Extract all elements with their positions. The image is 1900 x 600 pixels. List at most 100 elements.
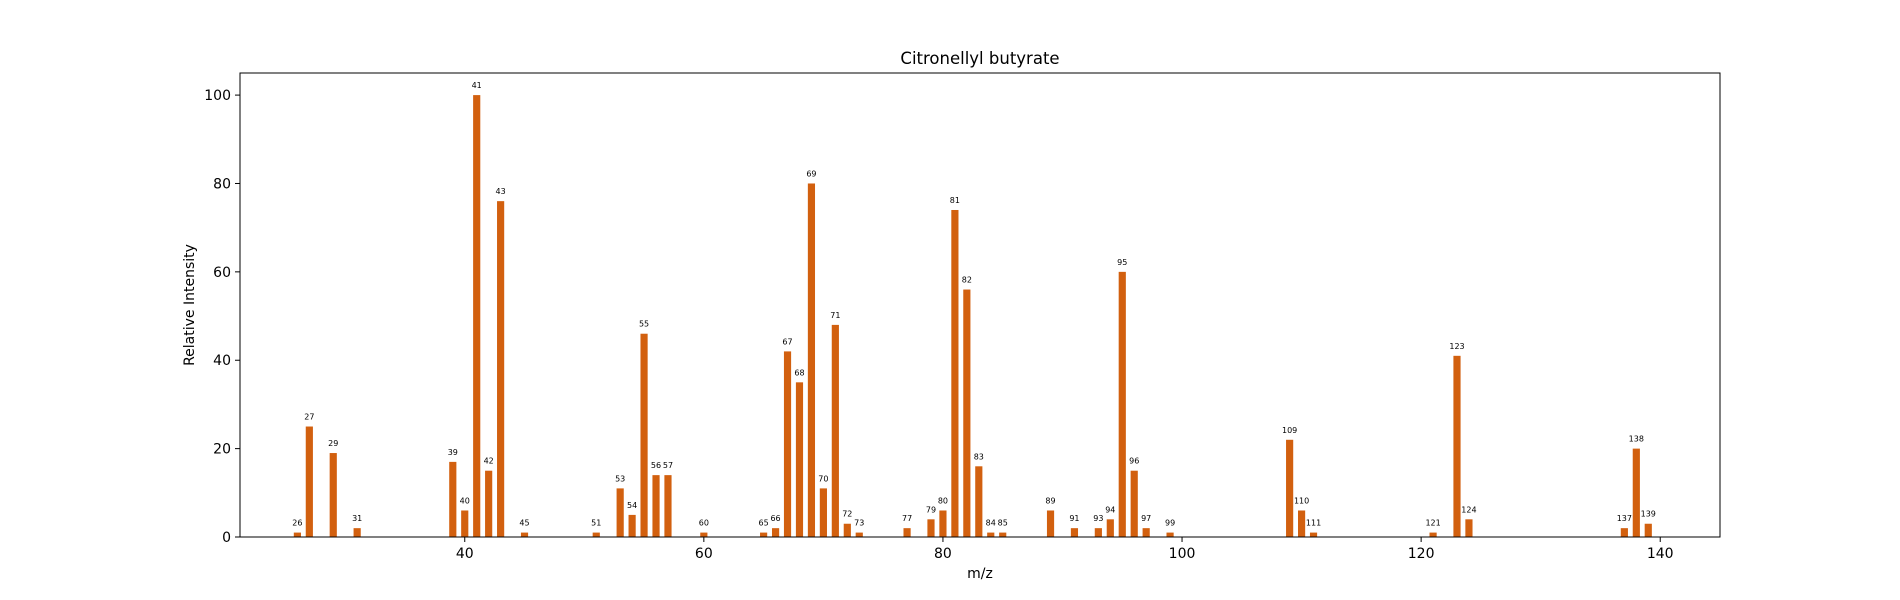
bar-mz-97 [1142, 528, 1150, 537]
bar-mz-45 [520, 532, 529, 537]
bar-mz-65 [760, 532, 768, 537]
bar-label-mz-80: 80 [938, 496, 948, 505]
bar-label-mz-121: 121 [1425, 519, 1440, 528]
bar-mz-93 [1094, 528, 1102, 537]
y-tick-label: 0 [222, 530, 231, 546]
bar-mz-66 [771, 528, 780, 537]
bar-label-mz-57: 57 [663, 461, 673, 470]
bar-mz-138 [1632, 448, 1640, 537]
bar-label-mz-71: 71 [830, 311, 840, 320]
bar-label-mz-109: 109 [1282, 426, 1297, 435]
bar-mz-57 [664, 475, 672, 537]
bar-labels-layer: 26 27 29 31 39 40 41 42 43 45 51 53 54 55 56 57 60 65 66 67… [292, 81, 1656, 527]
bar-mz-70 [819, 488, 827, 537]
y-tick-label: 20 [213, 442, 231, 458]
bar-label-mz-29: 29 [328, 439, 338, 448]
bar-label-mz-94: 94 [1105, 505, 1115, 514]
bar-label-mz-73: 73 [854, 519, 864, 528]
x-tick-label: 80 [934, 546, 952, 562]
bar-mz-81 [951, 209, 959, 538]
bar-mz-29 [329, 453, 337, 537]
bar-label-mz-89: 89 [1045, 496, 1055, 505]
x-tick-label: 120 [1408, 546, 1435, 562]
bar-label-mz-93: 93 [1093, 514, 1103, 523]
bar-mz-39 [449, 461, 457, 537]
plot-background [240, 73, 1720, 537]
y-tick-label: 80 [213, 176, 231, 192]
bar-mz-79 [927, 519, 935, 537]
bar-label-mz-79: 79 [926, 505, 936, 514]
bar-mz-54 [628, 514, 636, 537]
bar-mz-121 [1429, 532, 1437, 537]
bar-label-mz-77: 77 [902, 514, 912, 523]
bar-label-mz-42: 42 [484, 457, 494, 466]
bar-mz-80 [939, 510, 947, 537]
bar-mz-111 [1309, 532, 1318, 537]
bar-label-mz-51: 51 [591, 519, 601, 528]
bar-label-mz-60: 60 [699, 519, 709, 528]
bar-mz-73 [855, 532, 863, 537]
bar-mz-110 [1298, 510, 1306, 537]
bar-mz-43 [497, 201, 505, 537]
bar-mz-139 [1644, 523, 1652, 537]
bar-label-mz-97: 97 [1141, 514, 1151, 523]
bar-mz-137 [1620, 528, 1628, 537]
bar-mz-68 [795, 382, 804, 537]
bar-mz-99 [1166, 532, 1174, 537]
bar-label-mz-70: 70 [818, 474, 828, 483]
bar-mz-124 [1465, 519, 1473, 537]
bar-mz-123 [1453, 355, 1461, 537]
bar-mz-53 [616, 488, 624, 537]
bar-mz-77 [903, 528, 911, 537]
bar-mz-27 [305, 426, 313, 537]
bar-label-mz-123: 123 [1449, 342, 1464, 351]
bar-label-mz-54: 54 [627, 501, 637, 510]
y-tick-label: 60 [213, 265, 231, 281]
y-axis-title: Relative Intensity [182, 244, 198, 366]
bar-mz-67 [783, 351, 792, 537]
bar-mz-60 [700, 532, 708, 537]
plot-frame [239, 72, 1721, 538]
bar-label-mz-31: 31 [352, 514, 362, 523]
x-axis-title: m/z [967, 566, 993, 582]
y-tick-label: 100 [204, 88, 231, 104]
bar-label-mz-69: 69 [806, 169, 816, 178]
bar-mz-56 [652, 475, 660, 537]
bar-label-mz-66: 66 [770, 514, 780, 523]
bar-label-mz-56: 56 [651, 461, 661, 470]
bar-label-mz-137: 137 [1617, 514, 1632, 523]
bar-mz-82 [963, 289, 971, 537]
bar-label-mz-84: 84 [986, 519, 996, 528]
bar-mz-85 [999, 532, 1007, 537]
y-tick-label: 40 [213, 353, 231, 369]
bar-label-mz-65: 65 [759, 519, 769, 528]
bar-label-mz-83: 83 [974, 452, 984, 461]
bar-label-mz-82: 82 [962, 276, 972, 285]
bar-label-mz-81: 81 [950, 196, 960, 205]
bar-label-mz-95: 95 [1117, 258, 1127, 267]
bar-mz-26 [293, 532, 301, 537]
bar-label-mz-55: 55 [639, 320, 649, 329]
bar-label-mz-68: 68 [794, 368, 804, 377]
x-tick-label: 100 [1169, 546, 1196, 562]
bars-layer [293, 95, 1652, 538]
y-axis: 0 20 40 60 80 100 [204, 88, 240, 546]
bar-mz-83 [975, 466, 983, 537]
bar-label-mz-27: 27 [304, 413, 314, 422]
bar-mz-31 [353, 528, 361, 537]
bar-label-mz-85: 85 [998, 519, 1008, 528]
bar-label-mz-26: 26 [292, 519, 302, 528]
bar-label-mz-91: 91 [1069, 514, 1079, 523]
bar-label-mz-41: 41 [472, 81, 482, 90]
bar-mz-41 [473, 95, 481, 537]
bar-label-mz-72: 72 [842, 510, 852, 519]
bar-label-mz-138: 138 [1629, 435, 1644, 444]
bar-mz-42 [485, 470, 493, 537]
x-tick-label: 60 [695, 546, 713, 562]
bar-mz-94 [1106, 519, 1114, 537]
bar-mz-89 [1046, 510, 1055, 537]
x-tick-label: 40 [456, 546, 474, 562]
bar-mz-40 [461, 510, 469, 537]
